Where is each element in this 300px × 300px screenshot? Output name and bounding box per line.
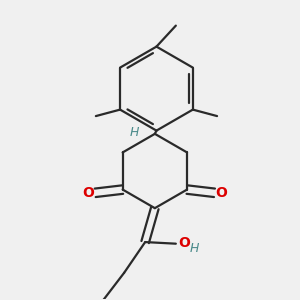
Text: O: O xyxy=(216,186,227,200)
Text: H: H xyxy=(129,126,139,139)
Text: O: O xyxy=(178,236,190,250)
Text: H: H xyxy=(189,242,199,255)
Text: O: O xyxy=(82,186,94,200)
